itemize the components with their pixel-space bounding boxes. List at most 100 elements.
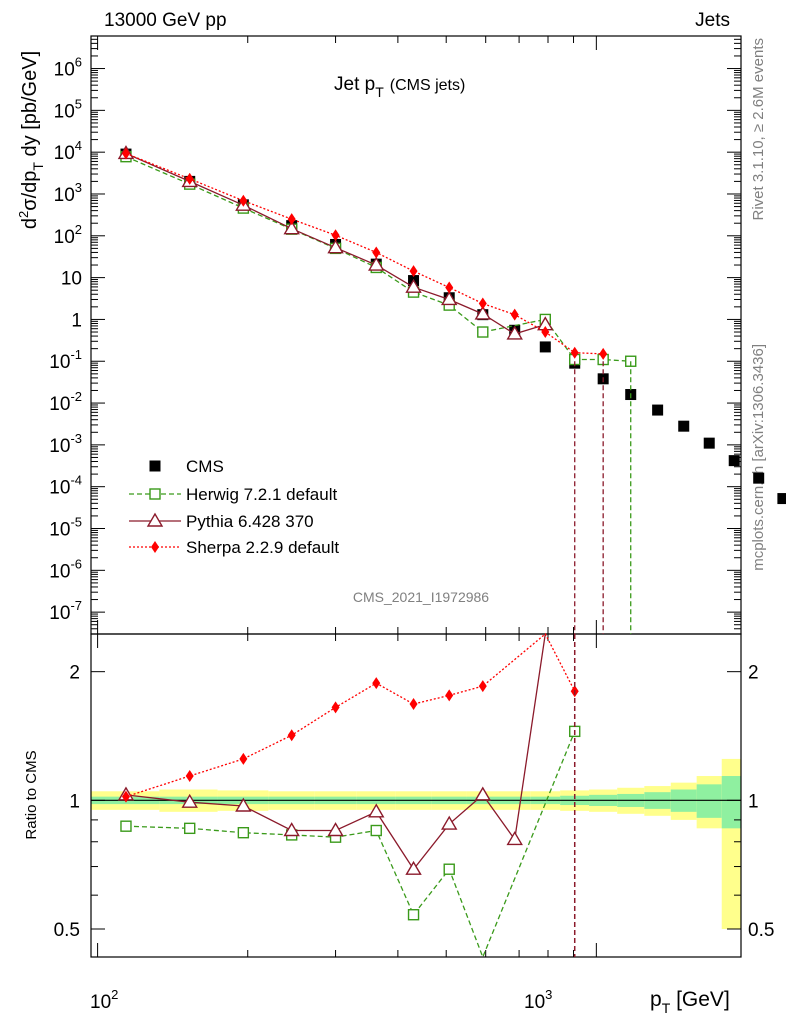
pythia-point <box>283 220 300 235</box>
x-axis-label: pT [GeV] <box>650 988 730 1016</box>
sherpa-point <box>239 752 248 765</box>
y-tick-label: 10-2 <box>49 389 82 415</box>
cms-data-point <box>678 420 690 432</box>
sherpa-point <box>478 297 487 310</box>
sherpa-point <box>331 701 340 714</box>
cms-data-point <box>777 493 786 505</box>
pythia-point <box>327 239 344 254</box>
uncertainty-band <box>91 758 741 930</box>
pythia-point <box>327 822 344 837</box>
y-tick-label: 106 <box>54 55 82 81</box>
band-inner-bin <box>696 784 722 818</box>
mcplots-source-label: mcplots.cern.ch [arXiv:1306.3436] <box>750 344 767 571</box>
pythia-point <box>474 786 492 801</box>
pythia-point <box>368 803 385 818</box>
herwig-point <box>120 820 132 832</box>
legend-label: Pythia 6.428 370 <box>186 512 314 531</box>
herwig-point <box>477 326 489 338</box>
y-tick-label: 10 <box>61 269 82 290</box>
band-inner-bin <box>721 776 741 829</box>
ratio-y-tick-label-right: 2 <box>748 663 759 684</box>
pythia-point <box>506 325 523 340</box>
x-tick-label-1000: 103 <box>524 987 552 1013</box>
pythia-point <box>181 793 198 808</box>
y-tick-label: 10-7 <box>49 598 82 624</box>
sherpa-point <box>121 790 130 803</box>
y-tick-label: 10-4 <box>49 473 82 499</box>
y-tick-label: 102 <box>54 222 82 248</box>
sherpa-point <box>331 229 340 242</box>
sherpa-point <box>409 265 418 278</box>
title-main: Jet p <box>334 74 375 95</box>
x-tick-label-100: 102 <box>90 987 118 1013</box>
pythia-point <box>506 831 523 846</box>
sherpa-point <box>445 689 454 702</box>
y-tick-label: 105 <box>54 96 82 122</box>
legend: CMS Herwig 7.2.1 default Pythia 6.428 370 S… <box>129 457 339 557</box>
ratio-y-tick-label-right: 0.5 <box>748 920 774 941</box>
herwig-point <box>184 822 196 835</box>
main-y-axis-label: d2σ/dpT dy [pb/GeV] <box>16 51 46 229</box>
axes: 10610510410310210110-110-210-310-410-510… <box>49 35 774 958</box>
sherpa-point <box>570 346 579 359</box>
herwig-point <box>370 824 382 837</box>
pythia-point <box>441 291 458 306</box>
pythia-point <box>405 860 422 875</box>
herwig-point <box>443 863 455 875</box>
cms-data-point <box>149 460 161 472</box>
sherpa-point <box>121 147 130 160</box>
ratio-y-axis-label: Ratio to CMS <box>23 750 40 839</box>
herwig-point <box>407 909 420 921</box>
pythia-point <box>283 822 300 837</box>
header-right-label: Jets <box>695 10 730 31</box>
header-left-label: 13000 GeV pp <box>104 10 227 31</box>
legend-label: CMS <box>186 457 224 476</box>
rivet-version-label: Rivet 3.1.10, ≥ 2.6M events <box>750 38 767 221</box>
sherpa-point <box>239 194 248 207</box>
sherpa-point <box>287 729 296 742</box>
sherpa-point <box>287 213 296 226</box>
legend-label: Sherpa 2.2.9 default <box>186 538 339 557</box>
herwig-point <box>149 488 161 500</box>
y-tick-label: 1 <box>71 310 82 331</box>
cms-data-point <box>753 472 765 484</box>
ratio-series-line <box>125 632 576 798</box>
y-tick-label: 10-1 <box>49 347 82 373</box>
cms-data-point <box>539 341 551 353</box>
sherpa-point <box>541 326 550 339</box>
title-sub: T <box>375 84 384 100</box>
cms-data-point <box>703 437 715 449</box>
ratio-series-line <box>125 731 576 959</box>
y-tick-label: 103 <box>54 180 82 206</box>
sherpa-point <box>372 677 381 690</box>
legend-label: Herwig 7.2.1 default <box>186 485 337 504</box>
y-tick-label: 104 <box>54 138 82 164</box>
pythia-point <box>441 815 458 830</box>
y-tick-label: 10-5 <box>49 515 82 541</box>
cms-data-point <box>652 404 664 416</box>
pythia-point <box>368 256 385 271</box>
ratio-y-tick-label-left: 2 <box>69 663 80 684</box>
herwig-point <box>237 827 250 839</box>
sherpa-point <box>478 680 487 693</box>
pythia-point <box>474 305 492 320</box>
sherpa-point <box>510 308 519 321</box>
sherpa-point <box>409 698 418 711</box>
sherpa-point <box>372 246 381 259</box>
pythia-point <box>235 797 252 812</box>
y-tick-label: 10-6 <box>49 556 82 582</box>
y-tick-label: 10-3 <box>49 431 82 457</box>
main-series-line <box>125 152 604 355</box>
analysis-watermark: CMS_2021_I1972986 <box>353 589 489 605</box>
data-series <box>117 145 786 959</box>
ratio-y-tick-label-right: 1 <box>748 791 759 812</box>
sherpa-point <box>185 770 194 783</box>
pythia-point <box>405 278 422 293</box>
sherpa-point <box>151 541 159 553</box>
sherpa-point <box>599 347 608 360</box>
sherpa-point <box>185 172 194 185</box>
ratio-y-tick-label-left: 0.5 <box>54 920 80 941</box>
ratio-y-tick-label-left: 1 <box>69 791 80 812</box>
ratio-plot-frame <box>90 633 742 958</box>
